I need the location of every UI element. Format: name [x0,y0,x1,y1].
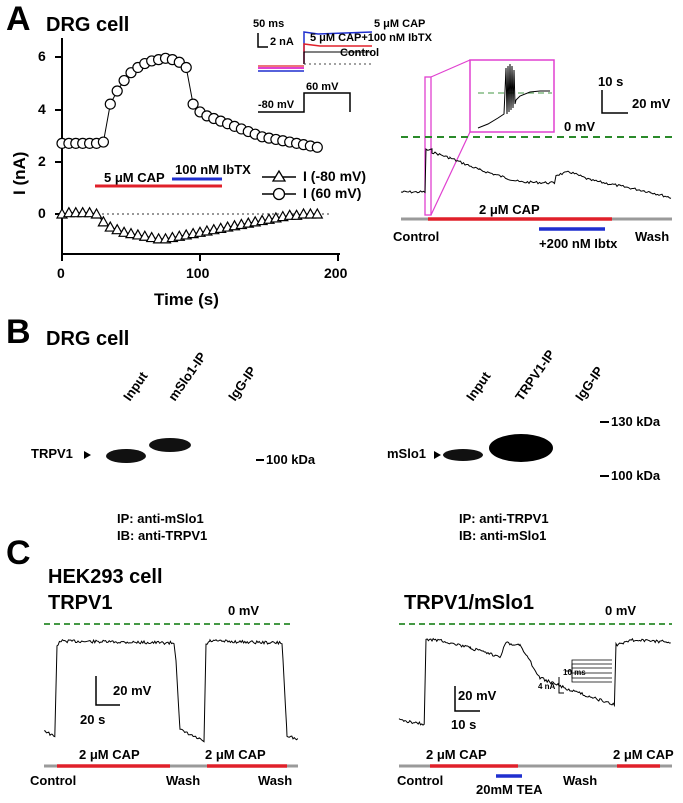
inset-v-step: 60 mV [306,81,339,93]
left-ip: IP: anti-mSlo1 [117,511,204,526]
c-left-control: Control [30,773,77,788]
x-tick-100: 100 [186,265,210,281]
data-point [138,230,151,241]
panel-c-left-trace [43,623,299,768]
cap-bar-label: 5 μM CAP [104,170,165,185]
y-tick-6: 6 [38,48,46,64]
c-left-wash-1: Wash [166,773,201,788]
y-tick-0: 0 [38,205,46,221]
data-point [124,227,138,239]
panel-a-right-trace [400,59,672,231]
x-tick-0: 0 [57,265,65,281]
c-right-cap-2: 2 μM CAP [613,747,674,762]
right-scale-time: 10 s [598,74,624,89]
right-marker-100: 100 kDa [611,468,661,483]
data-point [118,226,131,237]
data-point [111,85,123,97]
data-point [83,206,96,218]
c-left-scale-v: 20 mV [113,683,152,698]
c-right-wash: Wash [563,773,598,788]
inset-v-hold: -80 mV [258,99,295,111]
right-control: Control [393,229,440,244]
data-point [104,220,117,232]
right-ibtx: +200 nM Ibtx [539,236,618,251]
y-axis-label: I (nA) [10,151,29,195]
c-left-zero: 0 mV [228,603,260,618]
data-point [97,136,110,148]
c-right-tea: 20mM TEA [476,782,543,797]
panel-a-inset [257,31,373,113]
panel-c-left-title: TRPV1 [48,592,113,614]
panel-a-series [55,52,324,244]
y-tick-4: 4 [38,101,46,117]
c-left-cap-2: 2 μM CAP [205,747,266,762]
legend-label-1: I (-80 mV) [303,168,367,184]
right-ib: IB: anti-mSlo1 [459,528,547,543]
x-tick-200: 200 [324,265,348,281]
panel-b-letter: B [6,313,31,351]
left-ib: IB: anti-TRPV1 [117,528,208,543]
data-point [180,61,192,74]
ibtx-bar-label: 100 nM IbTX [175,162,251,177]
data-point [104,98,116,110]
inset-trace-cap: 5 μM CAP [374,18,426,30]
right-band-label: mSlo1 [387,446,427,461]
inset-scale-time: 50 ms [253,18,285,30]
data-point [118,74,130,87]
panel-b-title: DRG cell [46,328,130,350]
c-right-inset-i: 4 nA [538,682,556,691]
data-point [131,228,144,240]
data-point [145,231,158,243]
right-scale-v: 20 mV [632,96,671,111]
c-right-scale-t: 10 s [451,717,477,732]
panel-a-letter: A [6,0,31,38]
c-left-scale-t: 20 s [80,712,106,727]
panel-c-title: HEK293 cell [48,566,163,588]
right-cap: 2 μM CAP [479,202,540,217]
data-point [311,141,323,153]
inset-trace-control: Control [340,47,380,59]
data-point [111,223,124,235]
data-point [311,207,324,219]
inset-trace-cap-ibtx: 5 μM CAP+100 nM IbTX [310,32,432,44]
right-marker-130: 130 kDa [611,414,661,429]
left-band-label: TRPV1 [31,446,73,461]
data-point [187,98,199,110]
legend-label-2: I (60 mV) [303,185,362,201]
c-right-inset-t: 10 ms [563,668,586,677]
panel-c-right-title: TRPV1/mSlo1 [404,592,535,614]
c-right-scale-v: 20 mV [458,688,497,703]
left-marker: 100 kDa [266,452,316,467]
panel-a-title: DRG cell [46,14,130,36]
c-right-zero: 0 mV [605,603,637,618]
data-point [97,215,110,227]
c-right-control: Control [397,773,444,788]
panel-c-letter: C [6,534,31,572]
panel-c-right-trace [398,623,672,778]
y-tick-2: 2 [38,153,46,169]
data-point [90,207,103,219]
right-ip: IP: anti-TRPV1 [459,511,549,526]
blot-bands [84,421,609,477]
inset-scale-current: 2 nA [270,36,294,48]
legend-markers [262,169,296,201]
c-right-cap-1: 2 μM CAP [426,747,487,762]
right-zero: 0 mV [564,119,596,134]
right-wash: Wash [635,229,670,244]
c-left-cap-1: 2 μM CAP [79,747,140,762]
c-left-wash-2: Wash [258,773,293,788]
x-axis-label: Time (s) [154,290,219,309]
